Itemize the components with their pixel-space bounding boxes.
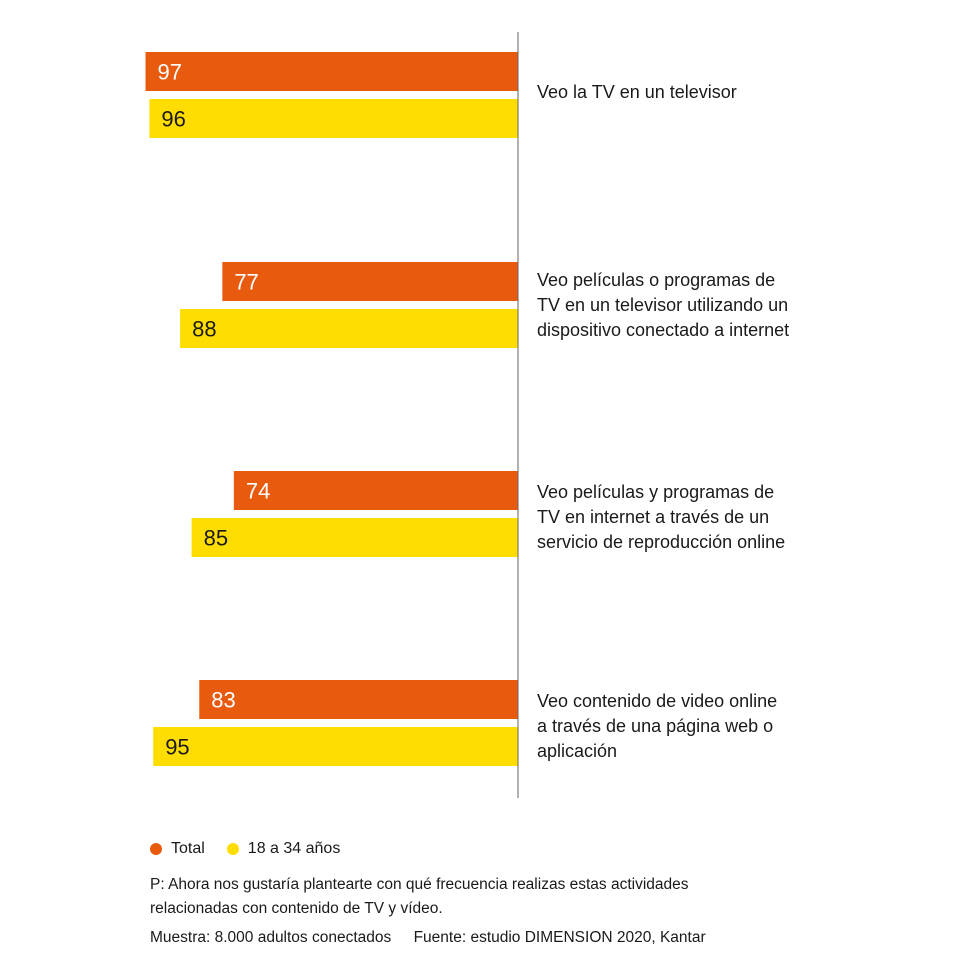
legend-item-total: Total [150, 840, 205, 858]
data-label-18-34-1: 96 [161, 107, 185, 132]
bar-total-2 [222, 262, 518, 301]
bar-18-34-1 [149, 99, 519, 138]
question-note-line-1: P: Ahora nos gustaría plantearte con qué… [150, 876, 689, 893]
bar-chart: 97 96 77 88 74 85 83 95 [145, 32, 519, 798]
legend-label-18-34: 18 a 34 años [247, 840, 341, 857]
data-label-18-34-2: 88 [192, 317, 216, 342]
data-label-total-1: 97 [158, 60, 182, 85]
legend-dot-total [150, 843, 162, 855]
bar-18-34-2 [180, 309, 518, 348]
legend-item-18-34: 18 a 34 años [226, 840, 341, 858]
data-label-total-3: 74 [246, 479, 270, 504]
legend-dot-18-34 [226, 843, 239, 855]
data-label-total-4: 83 [211, 688, 235, 713]
legend: Total 18 a 34 años [150, 840, 362, 858]
bar-total-3 [233, 471, 518, 510]
question-note-line-2: relacionadas con contenido de TV y vídeo… [150, 900, 443, 917]
legend-label-total: Total [171, 840, 205, 857]
data-label-18-34-4: 95 [165, 735, 189, 760]
bar-18-34-4 [153, 727, 518, 766]
source-text: Fuente: estudio DIMENSION 2020, Kantar [413, 929, 706, 946]
category-label-2: Veo películas o programas de TV en un te… [537, 270, 790, 340]
footer: Muestra: 8.000 adultos conectados Fuente… [150, 929, 706, 947]
data-label-18-34-3: 85 [204, 526, 228, 551]
bar-total-4 [199, 680, 518, 719]
bar-total-1 [145, 52, 518, 91]
bar-18-34-3 [191, 518, 518, 557]
sample-text: Muestra: 8.000 adultos conectados [150, 929, 392, 946]
category-label-3: Veo películas y programas de TV en inter… [537, 482, 786, 552]
category-label-1: Veo la TV en un televisor [537, 82, 737, 102]
category-label-4: Veo contenido de video online a través d… [537, 691, 778, 761]
data-label-total-2: 77 [234, 270, 258, 295]
